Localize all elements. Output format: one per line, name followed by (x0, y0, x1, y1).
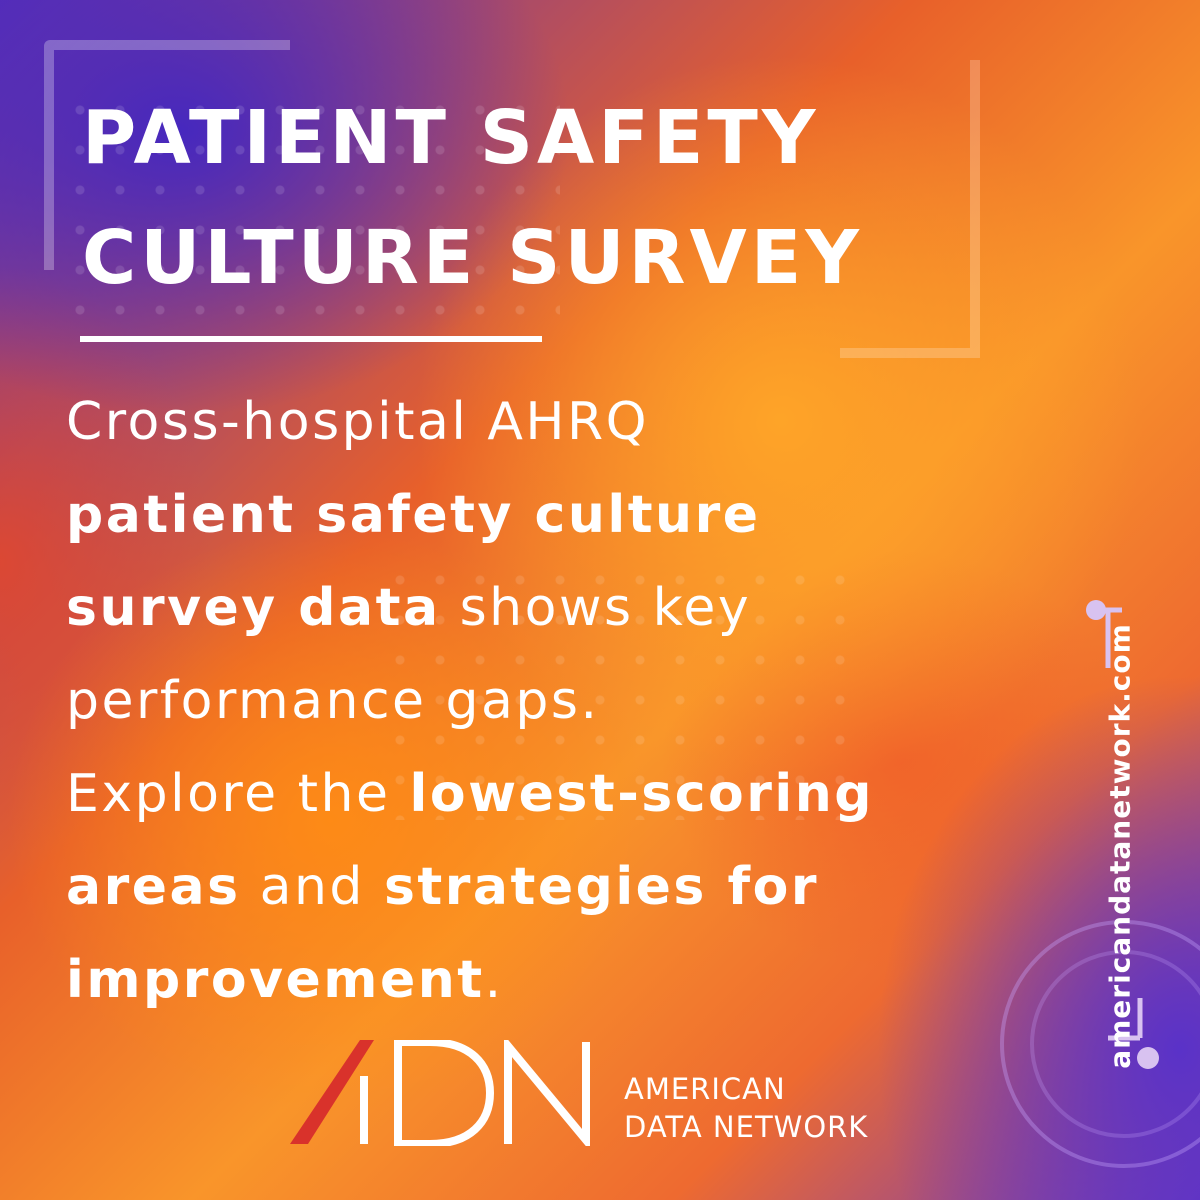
logo-i-stroke (360, 1076, 368, 1144)
connector-node (1137, 1047, 1159, 1069)
decorative-frame (44, 40, 290, 270)
text-line: improvement. (66, 934, 1106, 1027)
logo-n-letter (504, 1040, 590, 1146)
page-title: PATIENT SAFETY CULTURE SURVEY (82, 78, 863, 318)
description-text: Cross-hospital AHRQ patient safety cultu… (66, 376, 1106, 1027)
emphasis-text: improvement (66, 950, 485, 1010)
title-line: PATIENT SAFETY (82, 95, 820, 181)
text-fragment: performance gaps. (66, 671, 600, 731)
logo-d-letter (394, 1040, 495, 1146)
emphasis-text: survey data (66, 578, 441, 638)
text-line: patient safety culture (66, 469, 1106, 562)
website-url: americandatanetwork.com (1103, 623, 1137, 1069)
emphasis-text: lowest-scoring (409, 764, 874, 824)
title-divider (80, 336, 542, 342)
decorative-ring (1030, 950, 1200, 1138)
text-fragment: . (484, 950, 504, 1010)
brand-name-line: DATA NETWORK (624, 1110, 869, 1144)
brand-name-line: AMERICAN (624, 1072, 786, 1106)
text-line: areas and strategies for (66, 841, 1106, 934)
text-fragment: shows key (440, 578, 752, 638)
emphasis-text: strategies for (383, 857, 819, 917)
brand-name: AMERICAN DATA NETWORK (624, 1070, 868, 1146)
dot-pattern (380, 560, 860, 820)
title-line: CULTURE SURVEY (82, 215, 863, 301)
text-line: survey data shows key (66, 562, 1106, 655)
text-line: performance gaps. (66, 655, 1106, 748)
text-line: Explore the lowest-scoring (66, 748, 1106, 841)
emphasis-text: areas (66, 857, 241, 917)
adn-logo-icon (290, 1040, 590, 1146)
dot-pattern (60, 90, 560, 330)
text-fragment: Cross-hospital AHRQ (66, 392, 650, 452)
decorative-frame (840, 60, 980, 358)
connector-line-icon (1086, 600, 1159, 1069)
emphasis-text: patient safety culture (66, 485, 761, 545)
text-line: Cross-hospital AHRQ (66, 376, 1106, 469)
text-fragment: Explore the (66, 764, 410, 824)
logo-red-stroke (290, 1040, 374, 1144)
text-fragment: and (240, 857, 384, 917)
